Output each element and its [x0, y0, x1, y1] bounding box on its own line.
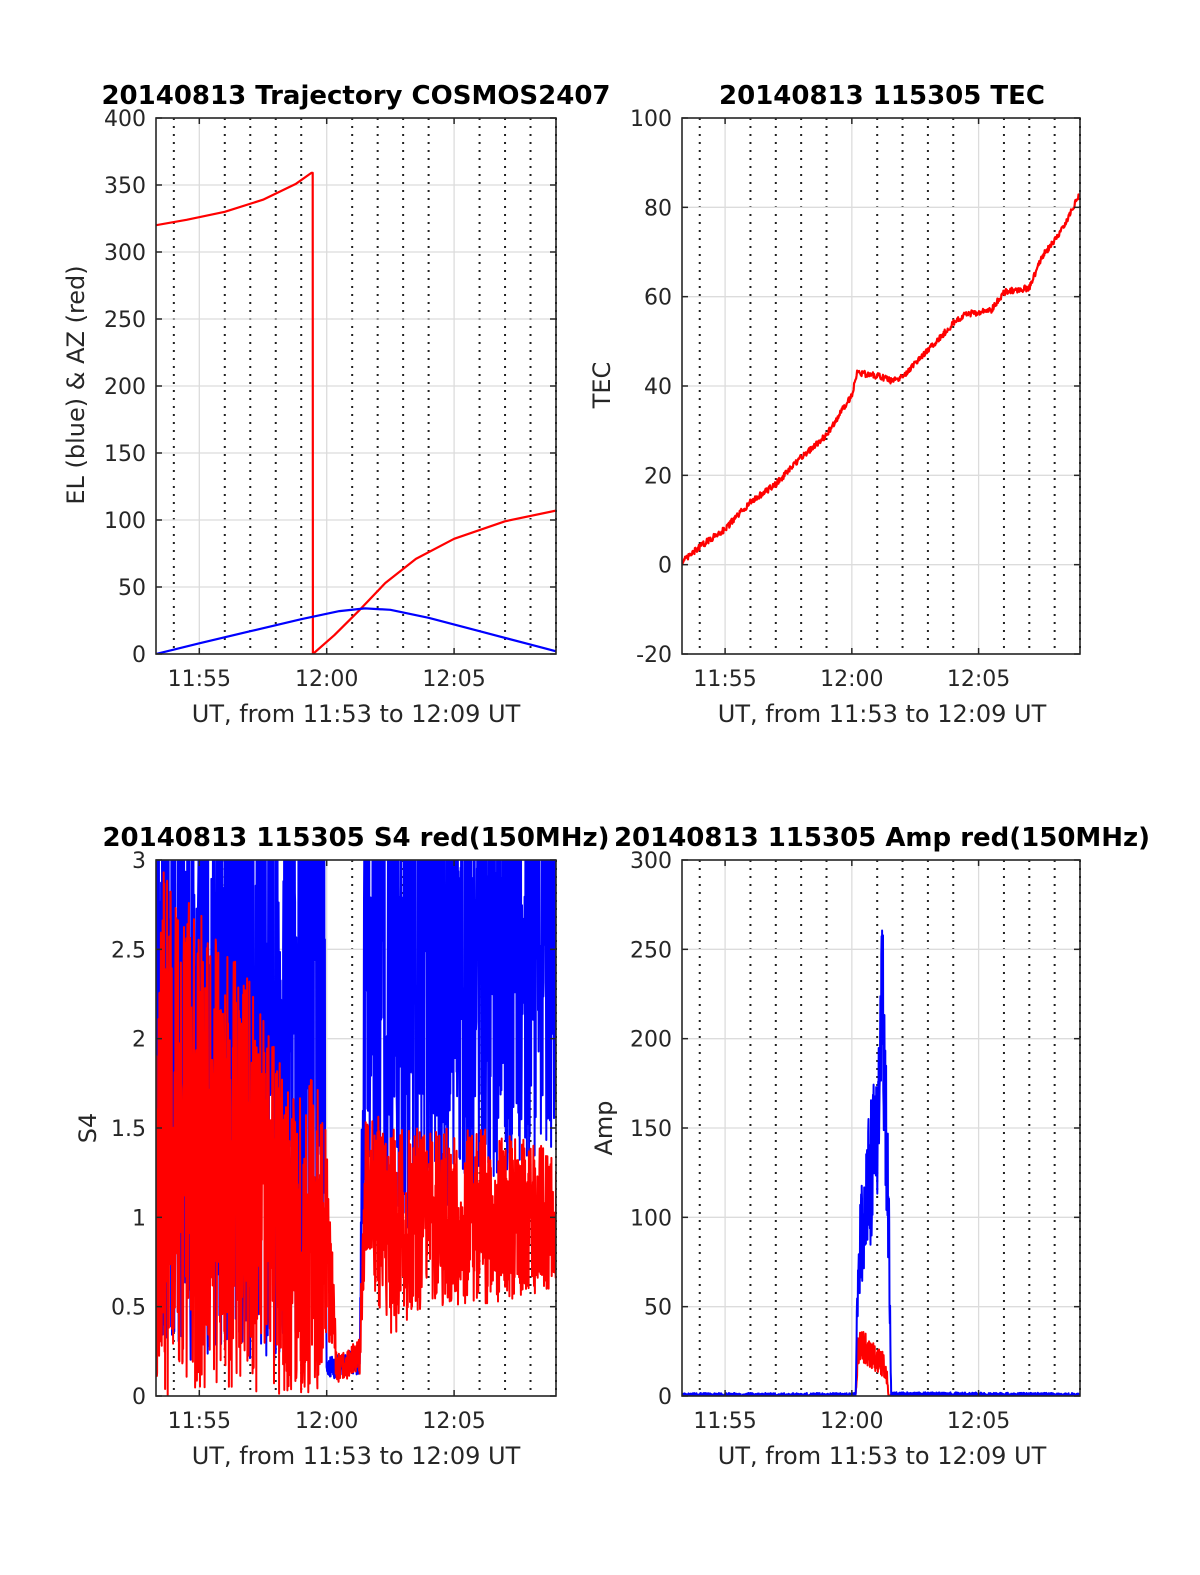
y-tick-label: 1.5 — [111, 1117, 146, 1142]
y-tick-label: 0 — [658, 1385, 672, 1410]
y-tick-label: 300 — [630, 849, 672, 874]
trajectory-ylabel: EL (blue) & AZ (red) — [62, 265, 90, 504]
series-line-red — [682, 193, 1080, 566]
x-tick-label: 12:00 — [820, 667, 883, 692]
s4-xlabel: UT, from 11:53 to 12:09 UT — [192, 1442, 521, 1470]
x-tick-label: 11:55 — [168, 1409, 231, 1434]
x-tick-label: 12:05 — [947, 1409, 1010, 1434]
amp-title: 20140813 115305 Amp red(150MHz) — [614, 823, 1150, 853]
x-tick-label: 12:00 — [820, 1409, 883, 1434]
tec-axes: 20140813 115305 TEC UT, from 11:53 to 12… — [588, 81, 1081, 728]
y-tick-label: 0.5 — [111, 1296, 146, 1321]
series-line-blue — [156, 607, 556, 654]
series-group — [156, 860, 556, 1396]
y-tick-label: -20 — [636, 643, 672, 668]
tec-xlabel: UT, from 11:53 to 12:09 UT — [718, 700, 1047, 728]
y-tick-label: 200 — [104, 375, 146, 400]
y-tick-label: 20 — [644, 464, 672, 489]
trajectory-xlabel: UT, from 11:53 to 12:09 UT — [192, 700, 521, 728]
y-tick-label: 350 — [104, 174, 146, 199]
y-tick-label: 100 — [630, 107, 672, 132]
y-tick-label: 50 — [644, 1296, 672, 1321]
x-tick-label: 11:55 — [168, 667, 231, 692]
x-tick-label: 12:05 — [422, 1409, 485, 1434]
x-tick-label: 12:05 — [947, 667, 1010, 692]
y-tick-label: 2.5 — [111, 938, 146, 963]
y-tick-label: 250 — [630, 938, 672, 963]
y-tick-label: 300 — [104, 241, 146, 266]
x-tick-label: 11:55 — [693, 667, 756, 692]
y-tick-label: 100 — [104, 509, 146, 534]
x-tick-label: 11:55 — [693, 1409, 756, 1434]
y-tick-label: 200 — [630, 1028, 672, 1053]
s4-axes: 20140813 115305 S4 red(150MHz) UT, from … — [74, 823, 610, 1470]
x-tick-label: 12:00 — [295, 667, 358, 692]
x-tick-label: 12:05 — [422, 667, 485, 692]
y-tick-label: 150 — [104, 442, 146, 467]
y-tick-label: 0 — [132, 1385, 146, 1410]
s4-ylabel: S4 — [74, 1113, 102, 1144]
y-tick-label: 0 — [132, 643, 146, 668]
y-tick-label: 40 — [644, 375, 672, 400]
series-group — [682, 193, 1080, 566]
y-tick-label: 0 — [658, 554, 672, 579]
tec-ylabel: TEC — [588, 362, 616, 410]
series-group — [156, 171, 556, 654]
amp-ylabel: Amp — [590, 1100, 618, 1155]
amp-axes: 20140813 115305 Amp red(150MHz) UT, from… — [590, 823, 1150, 1470]
y-tick-label: 100 — [630, 1206, 672, 1231]
trajectory-title: 20140813 Trajectory COSMOS2407 — [101, 81, 610, 111]
series-line-red — [156, 871, 556, 1396]
y-tick-label: 250 — [104, 308, 146, 333]
y-tick-label: 60 — [644, 286, 672, 311]
y-tick-label: 150 — [630, 1117, 672, 1142]
series-line-red — [156, 171, 556, 654]
trajectory-axes: 20140813 Trajectory COSMOS2407 UT, from … — [62, 81, 611, 728]
s4-title: 20140813 115305 S4 red(150MHz) — [102, 823, 609, 853]
y-tick-label: 3 — [132, 849, 146, 874]
y-tick-label: 1 — [132, 1206, 146, 1231]
y-tick-label: 50 — [118, 576, 146, 601]
series-line-blue — [682, 929, 1080, 1396]
amp-xlabel: UT, from 11:53 to 12:09 UT — [718, 1442, 1047, 1470]
y-tick-label: 2 — [132, 1028, 146, 1053]
y-tick-label: 80 — [644, 196, 672, 221]
y-tick-label: 400 — [104, 107, 146, 132]
x-tick-label: 12:00 — [295, 1409, 358, 1434]
tec-title: 20140813 115305 TEC — [719, 81, 1045, 111]
